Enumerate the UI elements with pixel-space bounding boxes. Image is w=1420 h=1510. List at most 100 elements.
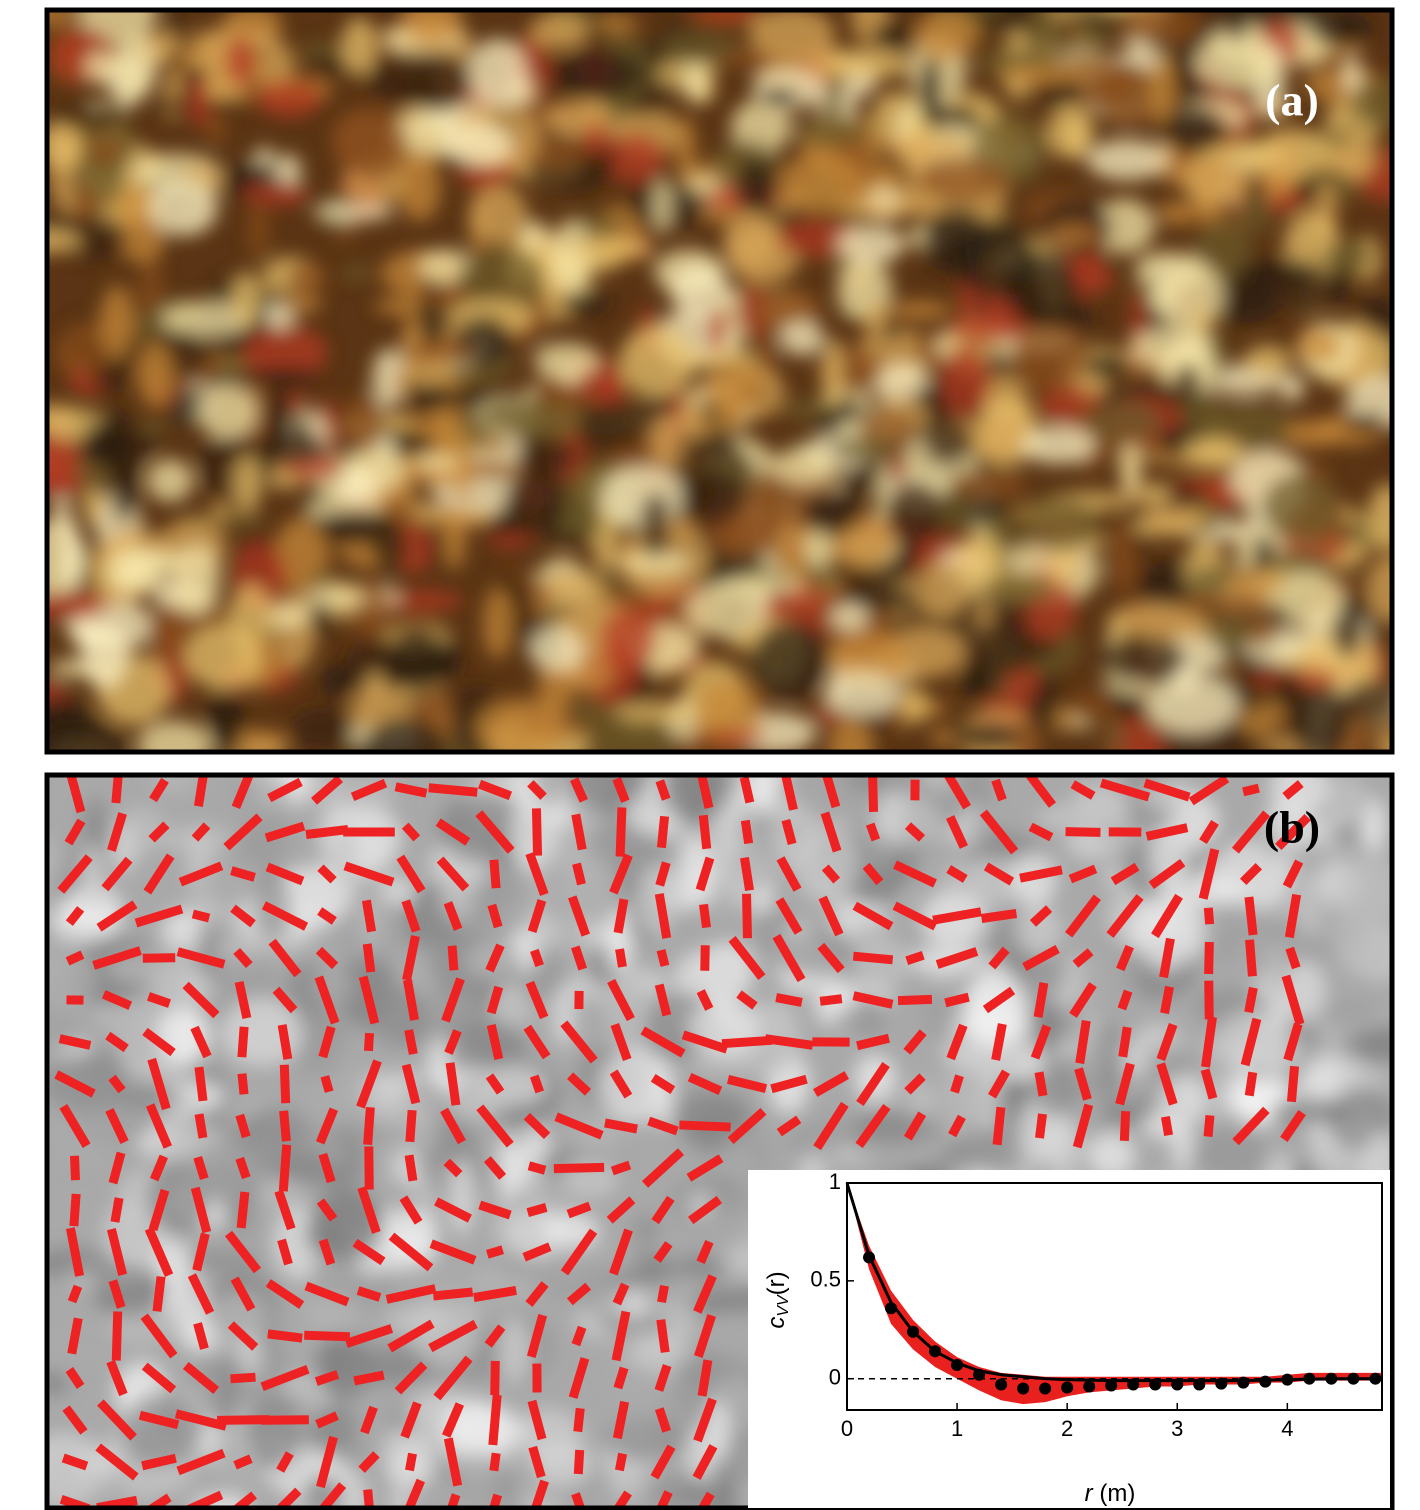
velocity-vector [181,1490,224,1508]
blob [1315,775,1367,824]
velocity-vector [679,1120,731,1132]
blob [837,225,906,264]
velocity-vector [655,779,671,801]
blob [371,521,409,575]
velocity-vector [230,904,256,928]
data-point [1193,1378,1206,1391]
blob [1310,10,1373,48]
blob [1236,258,1326,286]
velocity-vector [991,778,1007,802]
blob [341,16,377,76]
blob [565,775,649,813]
data-point [929,1345,942,1358]
velocity-vector [490,1360,500,1396]
blob [339,105,408,181]
blob [120,219,165,264]
blob [1328,823,1365,846]
blob [1085,352,1131,380]
velocity-vector [182,981,220,1019]
blob [706,303,728,352]
velocity-vector [277,1024,293,1060]
velocity-vector [1286,1065,1300,1103]
velocity-vector [401,822,421,842]
velocity-vector [726,1075,768,1093]
velocity-vector [361,899,377,933]
velocity-vector [101,856,133,892]
blob [242,323,328,381]
velocity-vector [227,1321,259,1351]
velocity-vector [69,1193,81,1227]
blob [1116,603,1207,640]
velocity-vector [261,901,309,931]
velocity-vector [193,1155,209,1181]
velocity-vector [1118,1026,1132,1058]
blob [1149,53,1177,130]
velocity-vector [230,866,256,882]
blob [918,57,943,126]
velocity-vector [946,865,968,883]
velocity-vector [692,1444,718,1480]
velocity-vector [233,947,253,969]
blob [1343,56,1361,97]
blob [1277,419,1341,448]
blob [290,707,356,750]
blob [1320,999,1379,1025]
velocity-vector [527,1161,547,1175]
data-point [973,1368,986,1381]
blob [694,10,765,21]
blob [830,201,919,218]
blob [1279,571,1344,629]
blob [385,626,448,693]
blob [529,12,589,50]
velocity-vector [609,1228,633,1276]
velocity-vector [772,933,806,983]
velocity-vector [362,943,376,973]
blob [47,1432,105,1508]
velocity-vector [655,861,671,887]
velocity-vector [932,907,982,925]
blob [47,839,70,879]
velocity-vector [237,1026,249,1058]
velocity-vector [396,854,426,894]
velocity-vector [1275,813,1311,851]
fit-line [845,1182,1382,1383]
blob [591,14,639,33]
blob [516,437,576,476]
velocity-vector [1022,945,1060,971]
blob [448,1093,506,1119]
blob [520,220,549,251]
velocity-vector [65,950,85,966]
velocity-vector [1072,1103,1094,1149]
blob [961,1042,1048,1082]
blob [921,207,993,274]
velocity-vector [530,1479,549,1508]
velocity-vector [356,1059,382,1109]
velocity-vector [107,812,127,852]
velocity-vector [654,893,672,939]
blob [904,687,929,724]
velocity-vector [352,1238,386,1266]
blob [829,631,911,688]
velocity-vector [399,1195,423,1225]
blob [498,1136,522,1200]
blob [1069,688,1119,726]
blob [440,1404,524,1456]
blob [255,79,323,118]
blob [1269,1097,1354,1126]
velocity-vector [343,861,395,887]
y-label: c [763,1317,790,1329]
velocity-vector [194,1066,208,1102]
velocity-vector [610,1160,632,1176]
velocity-vector [1283,1022,1303,1062]
blob [231,271,261,326]
blob [947,314,1030,343]
velocity-vector [447,945,459,971]
velocity-vector [344,1324,394,1348]
blob [556,508,604,539]
velocity-vector [1019,865,1063,883]
velocity-vector [96,900,138,932]
velocity-vector [1068,864,1098,884]
velocity-vector [1200,1068,1218,1100]
velocity-vector [105,1108,129,1144]
velocity-vector [1033,982,1049,1018]
